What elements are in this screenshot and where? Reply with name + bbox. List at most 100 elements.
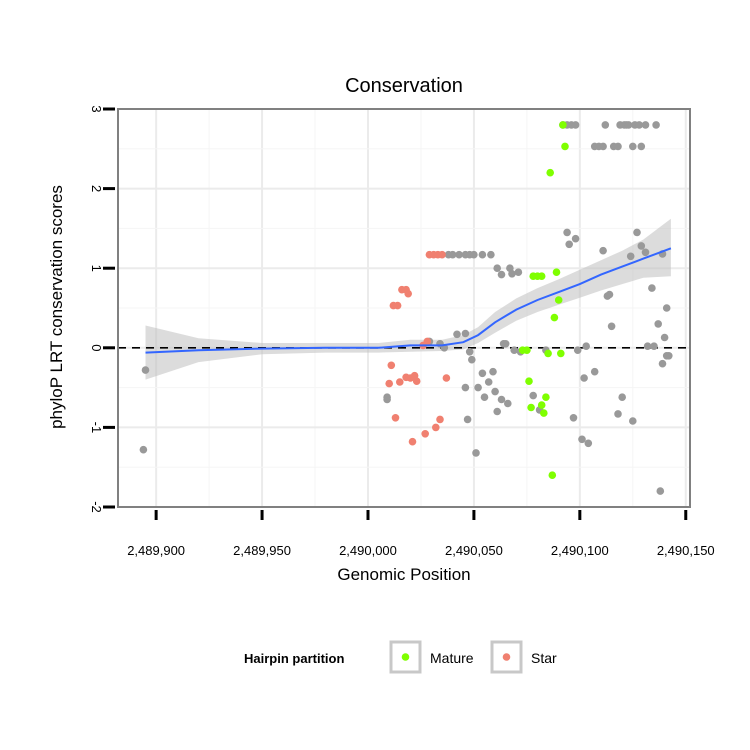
point-other (652, 121, 660, 129)
point-mature (548, 471, 557, 480)
point-other (601, 121, 610, 129)
point-other (497, 395, 506, 404)
point-other (643, 342, 652, 351)
point-other (635, 121, 643, 129)
point-other (461, 329, 470, 338)
point-other (493, 407, 502, 416)
point-other (614, 410, 622, 418)
legend-label-star: Star (531, 650, 557, 666)
y-tick-label: 3 (89, 105, 104, 112)
point-other (633, 228, 641, 237)
point-other (590, 367, 599, 376)
point-other (599, 142, 607, 151)
point-star (396, 378, 404, 386)
x-tick-label: 2,490,100 (551, 543, 609, 558)
point-mature (537, 272, 546, 281)
legend-label-mature: Mature (430, 650, 474, 666)
point-other (465, 348, 474, 356)
point-other (474, 383, 482, 392)
point-other (504, 399, 512, 408)
point-other (565, 240, 573, 249)
y-tick-label: 2 (89, 185, 104, 192)
chart-title: Conservation (345, 75, 463, 97)
point-other (578, 435, 586, 444)
point-other (629, 417, 637, 425)
point-other (629, 142, 637, 151)
confidence-band (145, 218, 671, 380)
legend-dot-mature (401, 653, 410, 661)
point-other (571, 121, 580, 129)
point-other (478, 250, 487, 259)
point-other (626, 252, 635, 261)
point-other (624, 121, 633, 129)
point-other (529, 391, 537, 400)
point-mature (552, 268, 561, 277)
point-other (641, 248, 650, 257)
point-other (461, 383, 470, 392)
y-axis: -2 -1 0 1 2 3 (89, 105, 115, 513)
point-other (648, 284, 656, 292)
point-other (484, 378, 493, 386)
x-axis: 2,489,900 2,489,950 2,490,000 2,490,050 2,49… (127, 510, 715, 558)
point-other (141, 366, 150, 374)
point-other (463, 415, 472, 424)
point-other (569, 414, 578, 422)
legend-dot-star (502, 653, 511, 661)
x-tick-label: 2,490,150 (657, 543, 715, 558)
y-tick-label: -2 (89, 501, 104, 513)
point-other (489, 367, 497, 376)
point-other (455, 250, 463, 259)
point-other (497, 270, 506, 279)
point-star (442, 374, 451, 382)
point-other (665, 352, 673, 360)
y-axis-title: phyloP LRT conservation scores (47, 185, 66, 429)
point-other (487, 250, 495, 259)
point-star (404, 289, 413, 298)
point-mature (523, 346, 531, 355)
point-mature (542, 393, 550, 402)
point-other (139, 445, 148, 454)
x-tick-label: 2,490,000 (339, 543, 397, 558)
point-other (501, 340, 510, 348)
x-axis-title: Genomic Position (337, 565, 470, 584)
point-mature (557, 349, 565, 358)
point-other (472, 449, 480, 457)
point-other (491, 387, 499, 396)
point-other (656, 487, 665, 495)
point-other (493, 264, 502, 273)
point-mature (537, 401, 546, 409)
point-mature (546, 168, 554, 177)
point-star (412, 377, 421, 386)
point-mature (525, 377, 533, 386)
legend: Hairpin partition Mature Star (244, 640, 557, 674)
point-star (385, 379, 394, 388)
x-tick-label: 2,490,050 (445, 543, 503, 558)
point-other (660, 333, 669, 342)
point-other (584, 439, 593, 448)
point-mature (561, 142, 569, 151)
point-mature (554, 296, 563, 304)
y-tick-label: -1 (89, 422, 104, 434)
point-star (393, 301, 402, 310)
point-other (571, 234, 580, 243)
point-other (637, 242, 646, 250)
point-other (510, 346, 518, 355)
point-star (423, 337, 432, 346)
point-star (408, 437, 417, 446)
point-other (599, 246, 607, 255)
point-other (453, 330, 461, 339)
point-mature (550, 313, 559, 322)
point-other (563, 228, 571, 237)
smooth-trend-line (145, 247, 672, 354)
point-other (470, 250, 478, 259)
point-other (582, 342, 590, 351)
point-other (654, 320, 662, 328)
point-other (605, 290, 614, 299)
point-other (508, 270, 516, 278)
point-other (383, 395, 391, 404)
y-tick-label: 0 (89, 344, 104, 351)
point-mature (540, 409, 548, 417)
point-mature (544, 349, 552, 358)
point-star (391, 414, 400, 422)
